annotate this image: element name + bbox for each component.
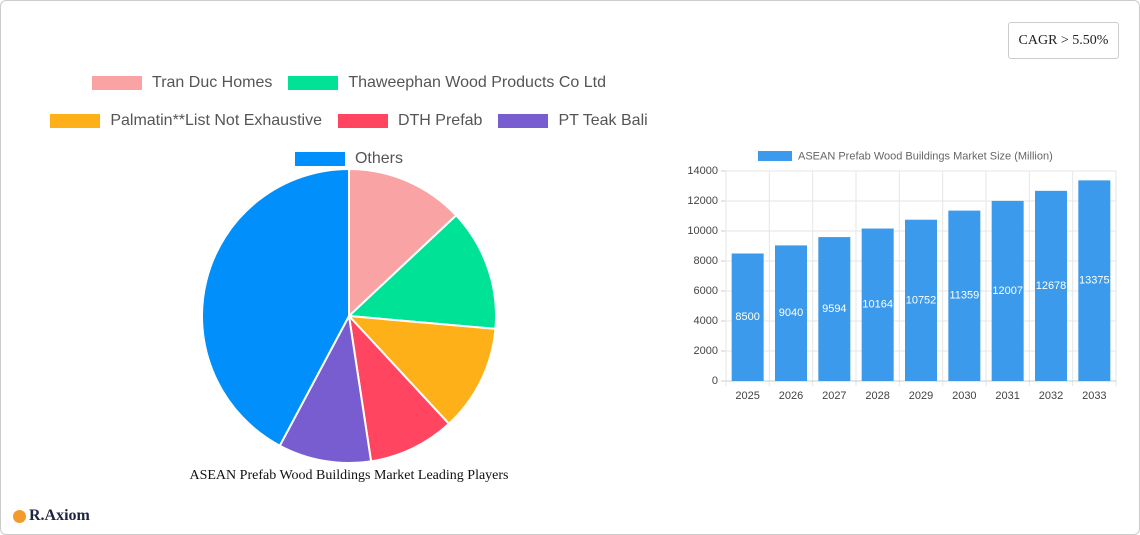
pie-title: ASEAN Prefab Wood Buildings Market Leadi… (189, 468, 508, 483)
bar (861, 228, 894, 381)
legend-swatch (498, 114, 549, 128)
bar-value-label: 12007 (992, 285, 1023, 297)
bar-value-label: 12678 (1036, 280, 1067, 292)
brand-logo: R.Axiom (13, 507, 90, 525)
x-tick-label: 2026 (779, 390, 803, 402)
x-tick-label: 2032 (1039, 390, 1063, 402)
legend-label: Others (354, 150, 403, 167)
legend-swatch (92, 76, 143, 90)
bar-value-label: 9040 (779, 307, 803, 319)
bar-value-label: 8500 (735, 311, 759, 323)
y-tick-label: 8000 (694, 255, 718, 267)
x-tick-label: 2028 (865, 390, 889, 402)
bar (905, 219, 937, 381)
bar (1078, 180, 1111, 381)
y-tick-label: 14000 (687, 165, 718, 177)
x-tick-label: 2031 (995, 390, 1019, 402)
legend-label: DTH Prefab (397, 112, 483, 129)
pie-slice (278, 312, 373, 464)
cagr-badge: CAGR > 5.50% (1008, 22, 1119, 59)
x-tick-label: 2030 (952, 390, 976, 402)
bar-value-label: 10752 (906, 294, 937, 306)
bar (731, 253, 764, 381)
pie-slice (348, 167, 458, 319)
legend-label: Thaweephan Wood Products Co Ltd (348, 74, 606, 91)
x-tick-label: 2025 (735, 390, 759, 402)
bar-value-label: 10164 (862, 299, 893, 311)
y-tick-label: 10000 (687, 225, 718, 237)
bar (948, 210, 981, 381)
pie-slice (347, 312, 451, 463)
x-tick-label: 2029 (909, 390, 933, 402)
legend-item: Palmatin**List Not Exhaustive (50, 111, 322, 131)
y-tick-label: 0 (712, 375, 718, 387)
bar (991, 200, 1024, 381)
y-tick-label: 6000 (694, 285, 718, 297)
y-tick-label: 4000 (694, 315, 718, 327)
legend-item: Others (294, 149, 403, 169)
legend-swatch (50, 114, 101, 128)
y-tick-label: 12000 (687, 195, 718, 207)
bar-value-label: 9594 (822, 303, 846, 315)
bar (818, 237, 851, 381)
legend-item: Tran Duc Homes (92, 73, 272, 93)
pie-legend: Tran Duc Homes Thaweephan Wood Products C… (29, 73, 669, 169)
pie-slice (201, 167, 350, 448)
bar (775, 245, 807, 381)
legend-label: Tran Duc Homes (152, 74, 273, 91)
legend-label: ASEAN Prefab Wood Buildings Market Size … (798, 150, 1053, 162)
x-tick-label: 2027 (822, 390, 846, 402)
pie-slice (346, 314, 497, 426)
x-tick-label: 2033 (1082, 390, 1106, 402)
bar-value-label: 11359 (949, 290, 979, 302)
bar-value-label: 13375 (1079, 275, 1110, 287)
legend-swatch (294, 152, 345, 166)
legend-swatch (288, 76, 339, 90)
legend-item: PT Teak Bali (498, 111, 648, 131)
legend-label: PT Teak Bali (558, 112, 648, 129)
bar (1035, 190, 1067, 381)
pie-slice (346, 213, 497, 330)
legend-label: Palmatin**List Not Exhaustive (110, 112, 322, 129)
y-tick-label: 2000 (694, 345, 718, 357)
logo-icon (13, 509, 26, 523)
legend-item: Thaweephan Wood Products Co Ltd (288, 73, 606, 93)
brand-name: R.Axiom (29, 507, 90, 524)
legend-swatch (337, 114, 388, 128)
legend-swatch (758, 151, 792, 161)
legend-item: DTH Prefab (337, 111, 483, 131)
